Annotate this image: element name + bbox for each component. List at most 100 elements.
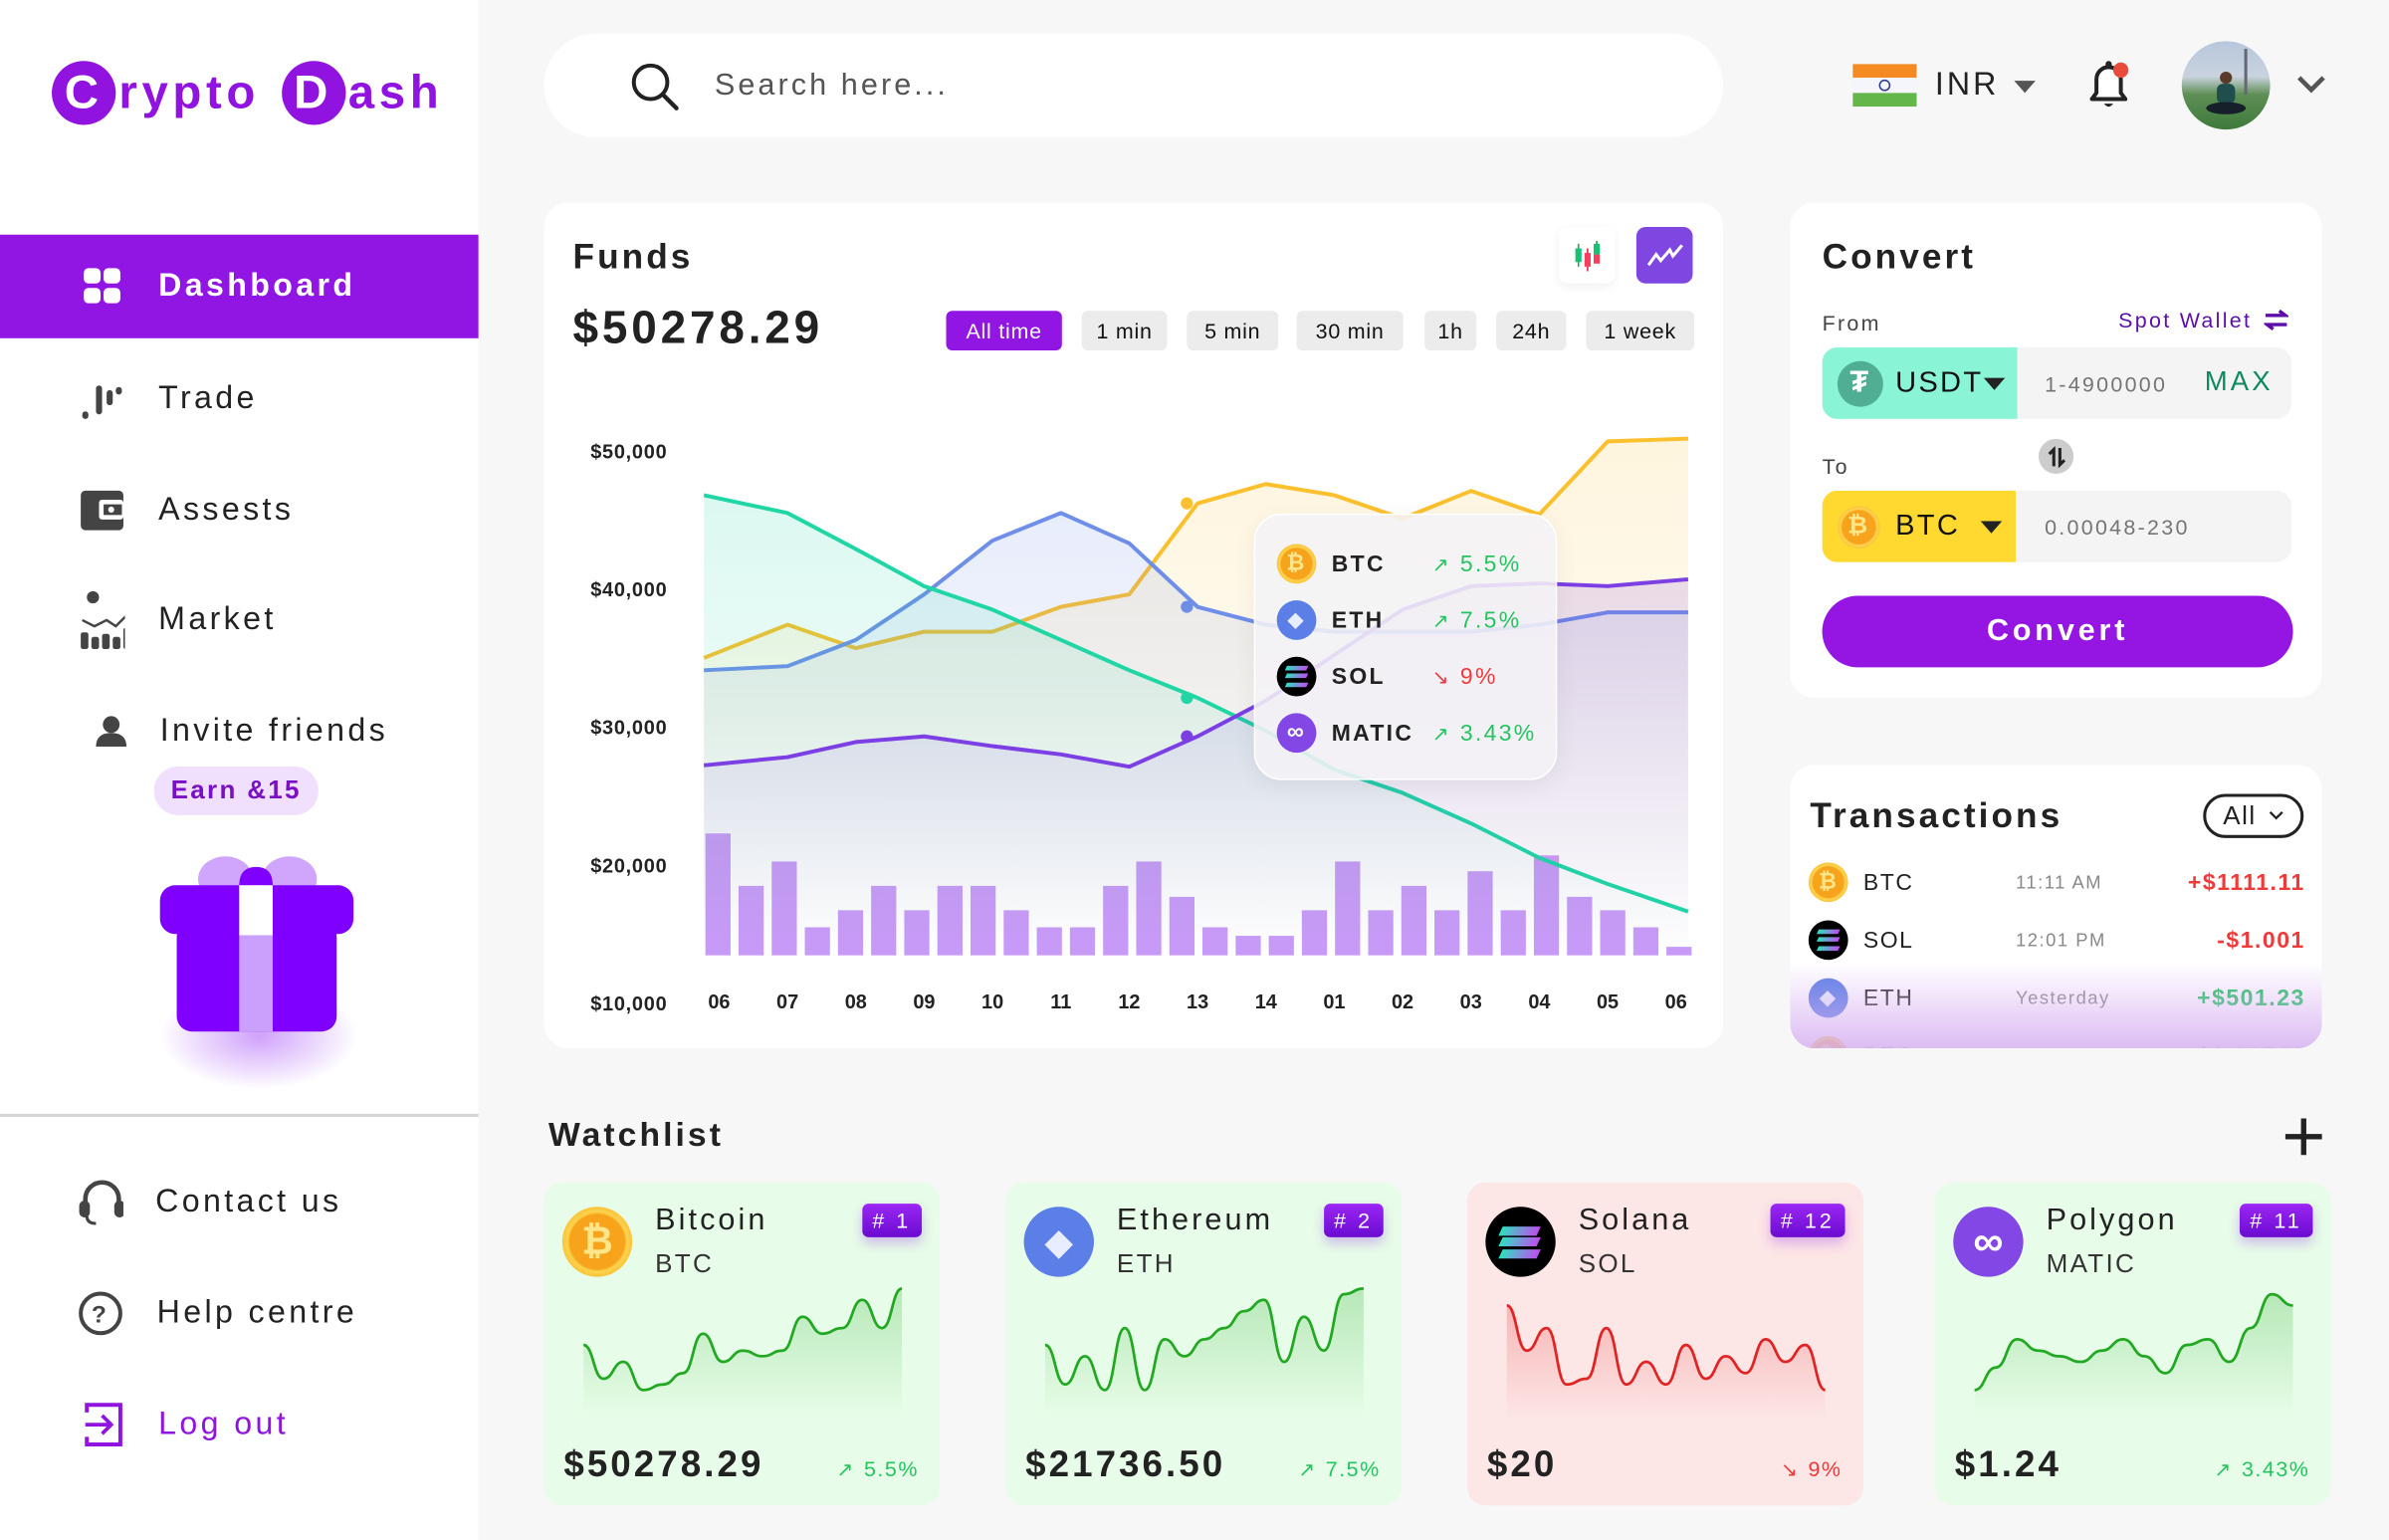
x-tick-label: 01 — [1323, 991, 1345, 1013]
filter-label: All — [2223, 800, 2257, 830]
rank-badge: # 2 — [1323, 1204, 1384, 1237]
search-bar[interactable] — [543, 33, 1724, 137]
range-pill[interactable]: 30 min — [1296, 311, 1404, 351]
sidebar-item-trade[interactable]: Trade — [0, 347, 479, 451]
transaction-amount: +$1111.11 — [2187, 869, 2305, 896]
rank-badge: # 1 — [861, 1204, 923, 1237]
y-tick-label: $50,000 — [590, 442, 667, 464]
to-amount-input[interactable] — [2045, 490, 2259, 562]
line-view-button[interactable] — [1635, 227, 1693, 284]
notification-bell-icon[interactable] — [2084, 58, 2136, 120]
transaction-row[interactable]: ◆ ETH Yesterday +$501.23 — [1808, 976, 2305, 1021]
x-tick-label: 13 — [1187, 991, 1208, 1013]
gift-illustration — [152, 845, 365, 1097]
from-amount-input[interactable] — [2045, 346, 2198, 419]
y-tick-label: $10,000 — [590, 993, 667, 1015]
swap-direction-button[interactable] — [2038, 438, 2074, 475]
coin-ticker: SOL — [1578, 1249, 1637, 1279]
watchlist-title: Watchlist — [548, 1115, 725, 1154]
coin-name: Polygon — [2046, 1204, 2178, 1237]
transaction-row[interactable]: ₿ BTC 11:11 AM +$0.00543 — [1808, 1033, 2305, 1049]
coin-change-value: 9% — [1808, 1456, 1843, 1481]
sidebar-item-dashboard[interactable]: Dashboard — [0, 234, 479, 338]
sidebar-item-label: Dashboard — [158, 268, 356, 304]
user-icon — [89, 709, 134, 755]
sparkline — [582, 1287, 903, 1419]
range-pill[interactable]: All time — [946, 311, 1062, 351]
convert-button[interactable]: Convert — [1822, 595, 2293, 668]
swap-vertical-icon — [2047, 445, 2065, 468]
transaction-coin: SOL — [1862, 927, 1914, 954]
coin-name: Bitcoin — [655, 1204, 768, 1237]
search-input[interactable] — [714, 68, 1629, 104]
matic-coin-icon: ∞ — [1276, 713, 1317, 754]
convert-card: Convert From Spot Wallet ₮ USDT MAX To ₿… — [1790, 202, 2322, 699]
trend-up-icon: ↗ — [836, 1457, 855, 1481]
transaction-row[interactable]: SOL 12:01 PM -$1.001 — [1808, 917, 2305, 963]
sidebar-item-invite-friends[interactable]: Invite friends — [0, 680, 479, 783]
range-pill[interactable]: 24h — [1496, 311, 1567, 351]
transactions-filter-dropdown[interactable]: All — [2203, 793, 2304, 838]
earn-badge[interactable]: Earn &15 — [153, 766, 319, 815]
sparkline — [1044, 1287, 1364, 1419]
coin-change-value: 3.43% — [2241, 1456, 2310, 1481]
series-point-eth[interactable] — [1181, 600, 1194, 613]
sidebar-item-log-out[interactable]: Log out — [0, 1373, 479, 1476]
sidebar-item-label: Log out — [158, 1406, 290, 1441]
matic-coin-icon: ∞ — [1953, 1207, 2024, 1277]
logo[interactable]: C rypto D ash — [52, 61, 444, 125]
spot-wallet-toggle[interactable]: Spot Wallet — [2118, 308, 2288, 332]
chevron-down-icon — [2269, 810, 2283, 820]
max-button[interactable]: MAX — [2204, 365, 2274, 396]
transaction-time: 11:11 AM — [2015, 871, 2103, 893]
transaction-row[interactable]: ₿ BTC 11:11 AM +$1111.11 — [1808, 859, 2305, 905]
sidebar-item-help-centre[interactable]: ? Help centre — [0, 1261, 479, 1365]
tooltip-row: SOL ↘ 9% — [1276, 655, 1544, 698]
trend-up-icon: ↗ — [1431, 551, 1451, 575]
trend-up-icon: ↗ — [1431, 608, 1451, 632]
series-point-matic[interactable] — [1181, 730, 1194, 743]
sidebar-item-contact-us[interactable]: Contact us — [0, 1151, 479, 1254]
coin-price: $1.24 — [1954, 1444, 2062, 1486]
caret-down-icon — [1980, 521, 2003, 534]
avatar[interactable] — [2181, 41, 2271, 130]
watchlist-card-polygon[interactable]: ∞ Polygon MATIC # 11 $1.24 ↗ 3.43% — [1934, 1182, 2331, 1506]
range-pill[interactable]: 1h — [1424, 311, 1477, 351]
btc-coin-icon: ₿ — [1276, 544, 1317, 584]
sparkline-area — [1506, 1305, 1826, 1419]
dashboard-grid-icon — [80, 264, 125, 310]
range-pill[interactable]: 1 min — [1081, 311, 1168, 351]
watchlist-card-solana[interactable]: Solana SOL # 12 $20 ↘ 9% — [1466, 1182, 1863, 1506]
watchlist-card-ethereum[interactable]: ◆ Ethereum ETH # 2 $21736.50 ↗ 7.5% — [1005, 1182, 1403, 1506]
sidebar-item-market[interactable]: Market — [0, 568, 479, 672]
sidebar-item-label: Trade — [158, 380, 258, 416]
currency-caret-icon[interactable] — [2014, 81, 2036, 94]
watchlist-card-bitcoin[interactable]: ₿ Bitcoin BTC # 1 $50278.29 ↗ 5.5% — [543, 1182, 941, 1506]
add-watchlist-button[interactable] — [2283, 1117, 2323, 1164]
from-coin-selector[interactable]: ₮ USDT — [1822, 346, 2018, 419]
range-pill[interactable]: 1 week — [1586, 311, 1695, 351]
currency-selector[interactable]: INR — [1934, 67, 2000, 103]
profile-chevron-down-icon[interactable] — [2296, 73, 2327, 102]
range-pill[interactable]: 5 min — [1187, 311, 1279, 351]
candlestick-view-button[interactable] — [1558, 227, 1616, 284]
transaction-amount: +$501.23 — [2197, 985, 2305, 1011]
x-tick-label: 08 — [845, 991, 867, 1013]
transaction-amount: +$0.00543 — [2183, 1043, 2305, 1048]
series-point-sol[interactable] — [1181, 691, 1194, 705]
series-point-btc[interactable] — [1181, 497, 1194, 510]
x-tick-label: 10 — [981, 991, 1003, 1013]
convert-title: Convert — [1822, 236, 1977, 277]
logo-text: ash — [347, 65, 444, 119]
trend-down-icon: ↘ — [1781, 1457, 1800, 1481]
x-tick-label: 03 — [1460, 991, 1482, 1013]
x-tick-label: 14 — [1255, 991, 1277, 1013]
to-coin-selector[interactable]: ₿ BTC — [1822, 490, 2016, 562]
search-icon — [629, 61, 681, 120]
x-tick-label: 09 — [913, 991, 935, 1013]
y-tick-label: $40,000 — [590, 579, 667, 601]
logo-letter-c: C — [52, 61, 116, 125]
transaction-time: Yesterday — [2015, 987, 2110, 1009]
coin-change: ↗ 7.5% — [1298, 1456, 1380, 1482]
sidebar-item-assests[interactable]: Assests — [0, 459, 479, 562]
